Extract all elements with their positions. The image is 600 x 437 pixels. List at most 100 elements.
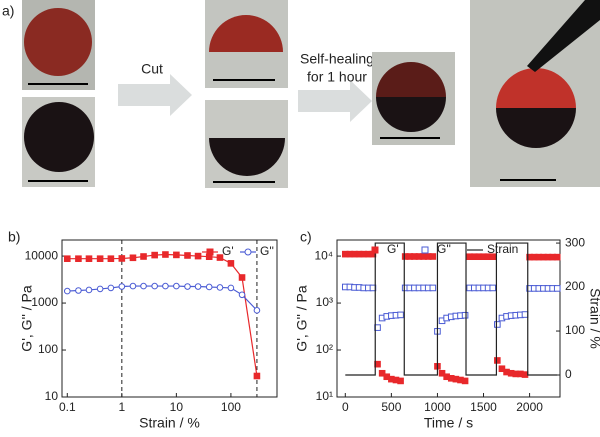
point xyxy=(216,284,224,291)
x-tick-label: 1500 xyxy=(470,400,497,414)
point xyxy=(553,253,561,261)
y2-tick-label: 200 xyxy=(565,279,585,293)
x-axis-label: Strain / % xyxy=(139,415,200,431)
point xyxy=(63,287,71,295)
point xyxy=(162,251,169,258)
point xyxy=(429,253,437,260)
panel-a: a) Cut Self-healing for 1 hour xyxy=(2,0,600,188)
tweezers xyxy=(527,0,600,72)
point xyxy=(438,369,446,377)
arrow xyxy=(118,74,192,116)
point xyxy=(75,287,82,294)
point xyxy=(253,307,261,314)
point xyxy=(162,282,169,290)
y-tick-label: 10⁴ xyxy=(314,248,333,262)
x-tick-label: 1000 xyxy=(424,400,451,414)
y-tick-label: 10² xyxy=(316,342,333,356)
point xyxy=(85,255,93,262)
point xyxy=(194,252,202,260)
point xyxy=(96,285,104,293)
point xyxy=(227,284,235,292)
y2-tick-label: 0 xyxy=(565,367,572,381)
y-tick-label: 10¹ xyxy=(316,389,333,403)
point xyxy=(184,252,191,259)
point xyxy=(461,311,469,319)
point xyxy=(489,253,497,261)
point xyxy=(184,283,191,290)
panel-label: b) xyxy=(8,229,20,245)
y2-axis-label: Strain / % xyxy=(587,288,600,349)
point xyxy=(96,255,104,262)
gel-disc xyxy=(24,8,92,76)
gel-disc xyxy=(24,102,94,172)
point xyxy=(429,284,437,292)
legend-label: G'' xyxy=(260,244,274,258)
point xyxy=(489,284,497,292)
series-line xyxy=(67,253,258,377)
y-tick-label: 1000 xyxy=(31,295,58,309)
legend-marker xyxy=(244,248,252,256)
point xyxy=(118,255,126,262)
point xyxy=(461,377,469,385)
point xyxy=(521,371,529,378)
legend-label: G' xyxy=(222,244,234,258)
x-axis-label: Time / s xyxy=(424,415,473,431)
point xyxy=(107,255,115,262)
legend-marker xyxy=(371,246,379,254)
y2-tick-label: 300 xyxy=(565,235,585,249)
y-tick-label: 100 xyxy=(38,342,58,356)
x-tick-label: 10 xyxy=(170,400,184,414)
plot-frame xyxy=(336,239,561,398)
half-gel xyxy=(209,138,285,176)
point xyxy=(85,286,93,294)
x-tick-label: 2000 xyxy=(516,400,543,414)
x-tick-label: 500 xyxy=(381,400,401,414)
point xyxy=(151,251,158,259)
point xyxy=(194,283,202,290)
point xyxy=(173,282,180,290)
legend-label: G'' xyxy=(437,242,451,256)
point xyxy=(494,321,501,328)
point xyxy=(397,377,404,385)
series-line xyxy=(345,242,558,376)
point xyxy=(397,311,404,319)
point xyxy=(253,372,261,380)
point xyxy=(205,283,213,291)
x-tick-label: 100 xyxy=(221,400,241,414)
arrow-text: Self-healing xyxy=(300,51,374,67)
point xyxy=(216,254,224,261)
y-tick-label: 10 xyxy=(45,389,59,403)
arrow xyxy=(298,80,372,122)
point xyxy=(63,255,71,262)
point xyxy=(173,251,180,259)
y-tick-label: 10³ xyxy=(316,295,333,309)
x-tick-label: 1 xyxy=(118,400,125,414)
panel-label: a) xyxy=(2,3,14,19)
point xyxy=(238,291,246,299)
arrow-text: Cut xyxy=(141,61,163,77)
point xyxy=(238,274,246,281)
y-axis-label: G', G'' / Pa xyxy=(19,285,35,352)
y-tick-label: 10000 xyxy=(25,248,59,262)
y-axis-label: G', G'' / Pa xyxy=(294,285,310,352)
legend-label: Strain xyxy=(487,242,518,256)
point xyxy=(129,282,137,290)
legend-label: G' xyxy=(387,242,399,256)
legend-marker xyxy=(421,246,429,254)
y2-tick-label: 100 xyxy=(565,323,585,337)
point xyxy=(107,284,115,292)
point xyxy=(118,283,126,290)
legend-marker xyxy=(206,248,214,256)
arrow-text: for 1 hour xyxy=(307,69,367,85)
point xyxy=(553,285,561,292)
point xyxy=(140,253,147,260)
point xyxy=(227,260,235,267)
point xyxy=(129,254,137,262)
x-tick-label: 0.1 xyxy=(59,400,76,414)
half-gel xyxy=(209,15,283,52)
point xyxy=(140,282,147,290)
point xyxy=(75,255,82,262)
point xyxy=(498,365,506,373)
panel-label: c) xyxy=(300,229,312,245)
